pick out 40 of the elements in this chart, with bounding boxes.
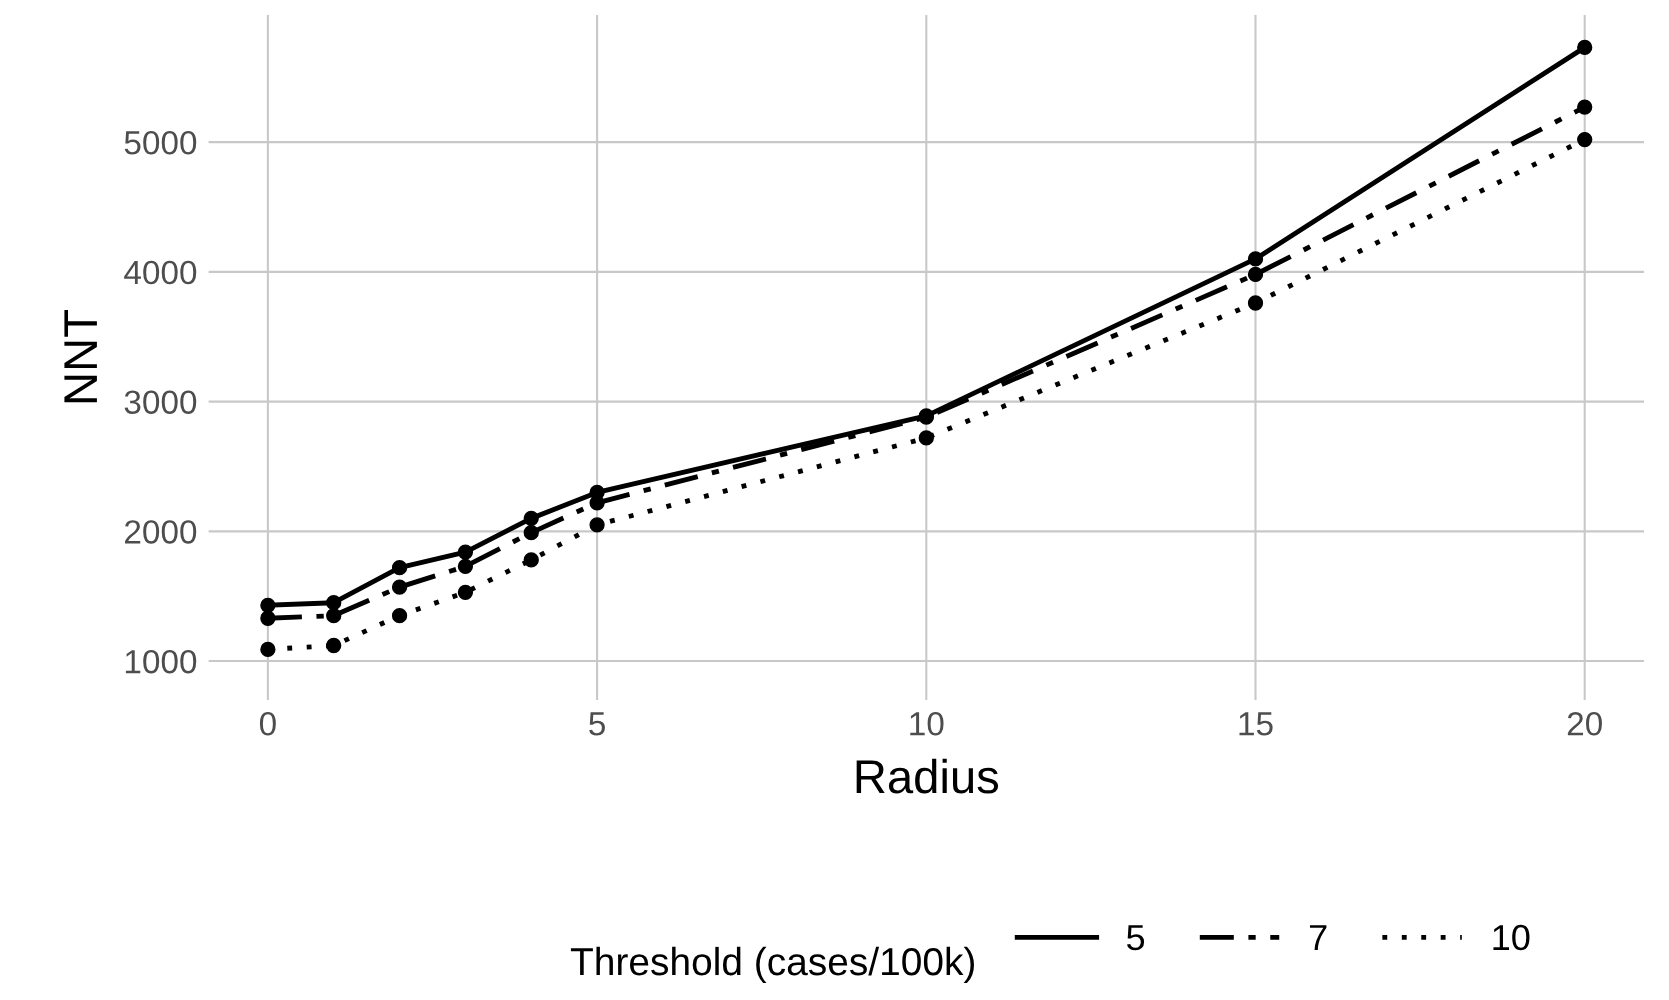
x-tick-label: 15	[1239, 712, 1273, 736]
point	[523, 525, 539, 541]
point	[391, 560, 408, 576]
x-tick-label: 20	[1567, 711, 1602, 736]
y-axis-title: NNT	[64, 310, 97, 403]
x-tick-label: 5	[589, 712, 605, 736]
point	[260, 597, 276, 613]
point	[457, 544, 474, 560]
point	[1247, 266, 1264, 283]
point	[1577, 99, 1593, 115]
point	[523, 552, 539, 568]
legend-label: 7	[1309, 925, 1327, 951]
point	[260, 610, 276, 626]
point	[457, 558, 474, 575]
y-tick-label: 2000	[125, 520, 197, 544]
y-tick-label: 1000	[125, 649, 197, 674]
legend-label: 10	[1493, 924, 1530, 951]
point	[523, 510, 539, 527]
point	[260, 641, 276, 658]
point	[391, 579, 408, 595]
x-tick-label: 10	[910, 711, 944, 736]
point	[457, 584, 474, 600]
y-tick-label: 4000	[124, 260, 197, 285]
point	[391, 608, 408, 624]
legend-title: Threshold (cases/100k)	[570, 946, 974, 984]
x-tick-label: 0	[259, 711, 276, 736]
point	[589, 495, 605, 511]
point	[1247, 251, 1264, 267]
point	[1577, 131, 1593, 148]
y-tick-label: 3000	[124, 390, 197, 415]
y-tick-label: 5000	[124, 130, 197, 155]
point	[326, 637, 342, 654]
legend-label: 5	[1126, 925, 1145, 951]
point	[1577, 39, 1593, 56]
point	[326, 595, 342, 611]
x-axis-title: Radius	[856, 758, 999, 794]
point	[1247, 295, 1264, 311]
point	[326, 608, 342, 624]
point	[918, 430, 934, 446]
point	[589, 517, 605, 533]
